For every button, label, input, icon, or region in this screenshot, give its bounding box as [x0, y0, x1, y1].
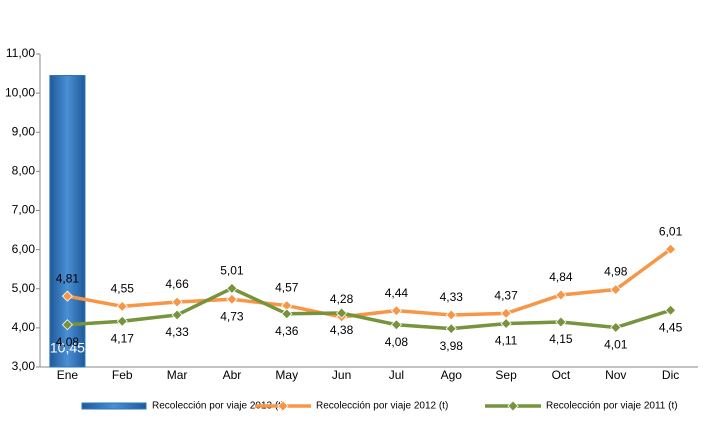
line-marker [116, 315, 128, 327]
line-marker [390, 305, 402, 317]
x-tick-label: Feb [112, 368, 133, 382]
value-label: 4,33 [165, 325, 189, 339]
line-marker [610, 321, 622, 334]
x-tick-label: Jul [389, 368, 404, 382]
value-label: 4,36 [275, 324, 299, 338]
legend-label: Recolección por viaje 2012 (t) [316, 401, 448, 412]
line-marker [500, 318, 512, 330]
value-label: 4,08 [56, 335, 80, 349]
x-tick-label: Sep [495, 368, 517, 382]
x-tick-label: Ene [57, 368, 79, 382]
line-marker [500, 307, 512, 319]
value-label: 4,81 [56, 271, 80, 285]
line-marker [61, 290, 73, 302]
line-marker [555, 316, 567, 328]
line-marker [171, 296, 183, 308]
line-marker [226, 282, 238, 294]
value-label: 3,98 [440, 339, 464, 353]
value-label: 4,98 [604, 265, 628, 279]
value-label: 4,38 [330, 323, 354, 337]
legend-marker [507, 400, 519, 412]
bar-value-label: 10,45 [50, 340, 85, 356]
x-tick-label: Nov [605, 368, 626, 382]
y-tick-label: 7,00 [12, 203, 36, 217]
series-line [67, 247, 672, 319]
y-tick-label: 6,00 [12, 242, 36, 256]
x-tick-label: Dic [662, 368, 679, 382]
value-label: 4,73 [220, 309, 244, 323]
value-label: 4,66 [165, 277, 189, 291]
value-label: 4,17 [111, 331, 135, 345]
value-label: 4,33 [440, 290, 464, 304]
value-label: 4,15 [549, 332, 573, 346]
x-tick-label: Jun [332, 368, 351, 382]
y-tick-label: 3,00 [12, 359, 36, 373]
series-line [67, 286, 672, 331]
line-marker [665, 243, 677, 255]
line-marker [665, 304, 677, 316]
y-tick-label: 4,00 [12, 320, 36, 334]
value-label: 4,08 [385, 335, 409, 349]
value-label: 4,44 [385, 286, 409, 300]
legend-label: Recolección por viaje 2013 (t) [152, 401, 284, 412]
y-tick-label: 11,00 [6, 46, 35, 60]
value-label: 4,57 [275, 281, 299, 295]
value-label: 4,28 [330, 292, 354, 306]
line-marker [336, 307, 348, 319]
line-marker [116, 300, 128, 312]
line-marker [445, 309, 457, 321]
value-label: 4,55 [111, 282, 135, 296]
line-marker [610, 283, 622, 296]
x-tick-label: Abr [223, 368, 242, 382]
line-marker [171, 309, 183, 321]
value-label: 4,11 [495, 334, 518, 348]
line-marker [61, 319, 73, 331]
y-tick-label: 10,00 [5, 85, 35, 99]
legend-label: Recolección por viaje 2011 (t) [546, 401, 678, 412]
x-tick-label: Oct [552, 368, 571, 382]
line-marker [226, 293, 238, 305]
value-label: 4,01 [604, 338, 628, 352]
legend-marker [277, 400, 289, 412]
value-label: 4,45 [659, 320, 683, 334]
y-tick-label: 8,00 [12, 164, 36, 178]
line-marker [445, 323, 457, 335]
line-marker [390, 319, 402, 331]
legend-swatch [81, 402, 147, 410]
line-marker [555, 289, 567, 301]
value-label: 5,01 [220, 264, 244, 278]
value-label: 4,37 [494, 289, 518, 303]
y-tick-label: 9,00 [12, 124, 36, 138]
line-marker [281, 308, 293, 320]
value-label: 4,84 [549, 270, 573, 284]
y-tick-label: 5,00 [12, 281, 36, 295]
x-tick-label: May [275, 368, 298, 382]
x-tick-label: Ago [441, 368, 463, 382]
value-label: 6,01 [659, 224, 683, 238]
x-tick-label: Mar [167, 368, 188, 382]
bar [49, 75, 86, 368]
